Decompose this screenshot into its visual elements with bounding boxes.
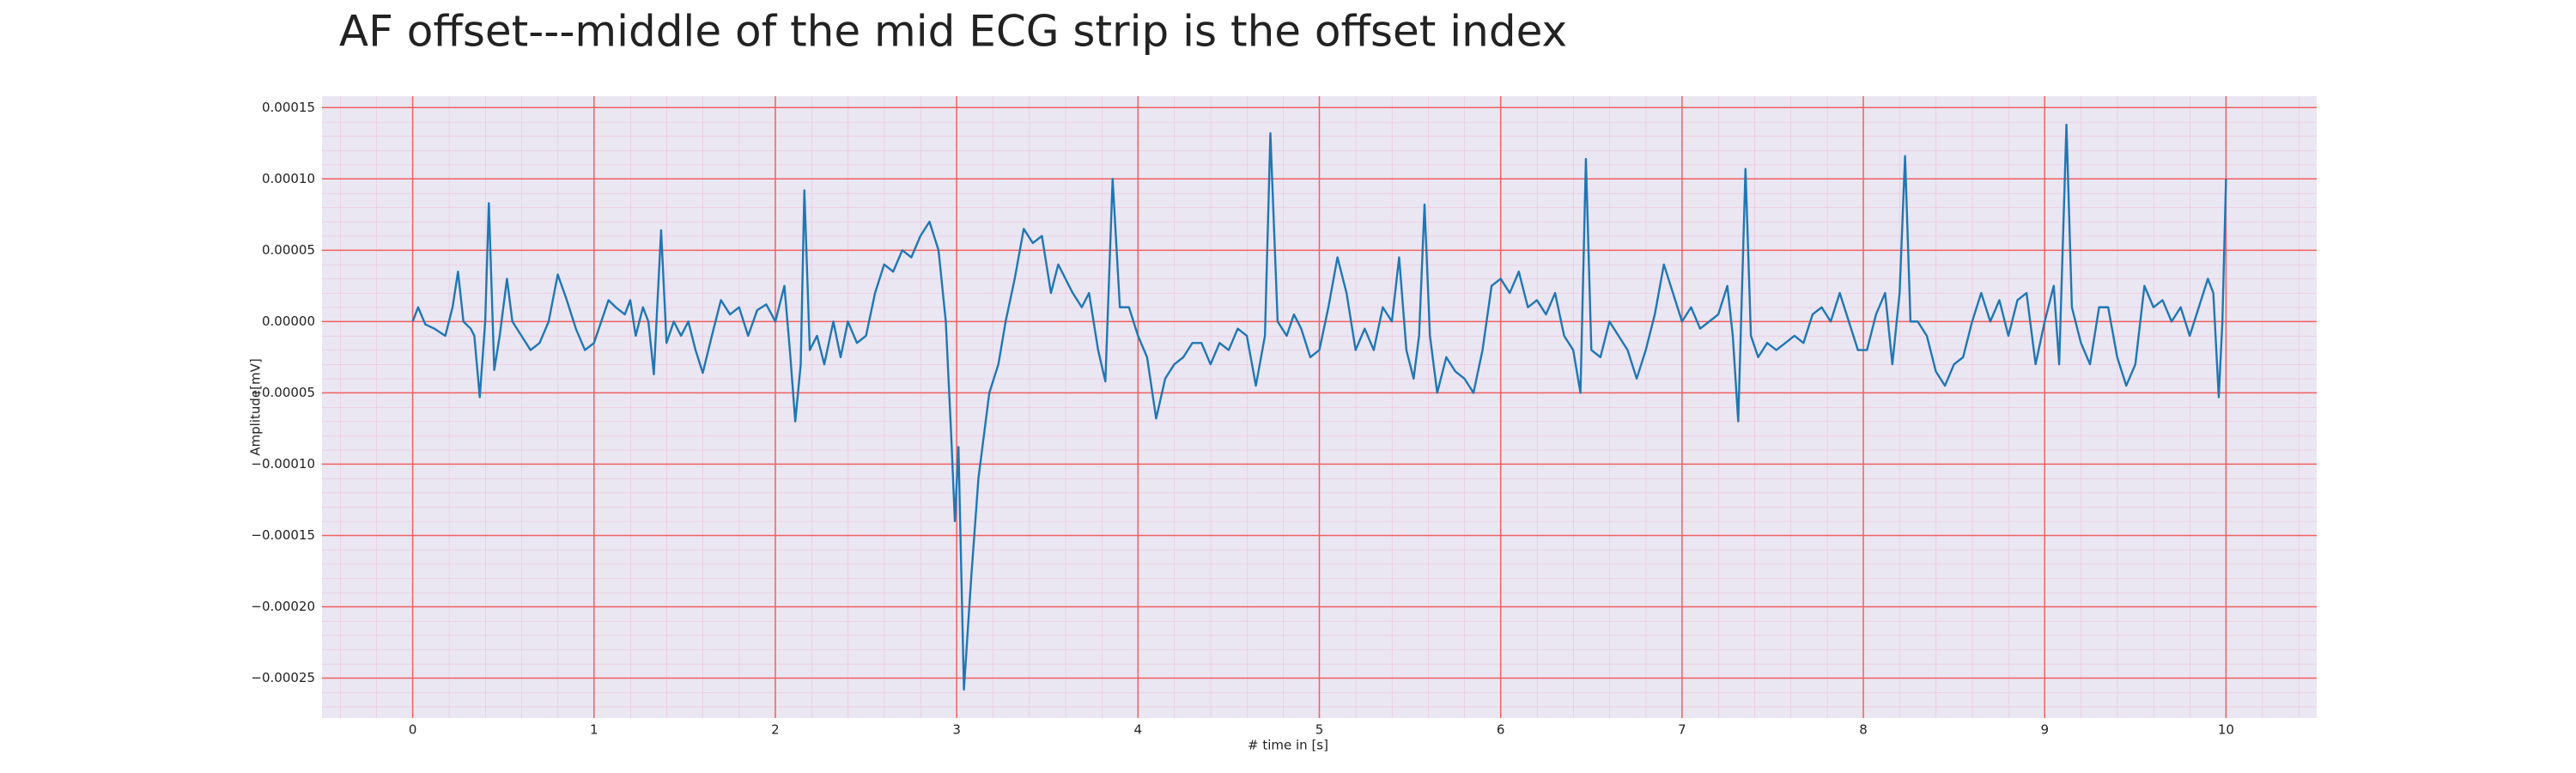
x-tick-label: 3 <box>952 722 961 738</box>
x-tick-label: 2 <box>771 722 780 738</box>
y-tick-label: 0.00000 <box>262 313 315 329</box>
y-tick-label: −0.00025 <box>251 670 315 685</box>
x-tick-label: 0 <box>409 722 417 738</box>
x-tick-label: 10 <box>2218 722 2234 738</box>
y-tick-label: −0.00005 <box>251 385 315 400</box>
ecg-line <box>411 124 2227 691</box>
y-tick-label: −0.00020 <box>251 599 315 614</box>
x-tick-label: 6 <box>1497 722 1505 738</box>
y-tick-label: 0.00015 <box>262 100 315 115</box>
chart-title: AF offset---middle of the mid ECG strip … <box>339 7 1567 57</box>
x-tick-label: 8 <box>1859 722 1868 738</box>
x-tick-label: 1 <box>590 722 598 738</box>
y-tick-label: 0.00010 <box>262 171 315 186</box>
x-tick-label: 4 <box>1134 722 1143 738</box>
y-tick-label: 0.00005 <box>262 242 315 258</box>
y-axis-label: Amplitude[mV] <box>248 358 264 455</box>
x-tick-label: 9 <box>2040 722 2049 738</box>
x-tick-label: 7 <box>1678 722 1686 738</box>
x-axis-label: # time in [s] <box>1248 738 1328 753</box>
y-tick-label: −0.00015 <box>251 527 315 543</box>
x-tick-label: 5 <box>1315 722 1324 738</box>
y-tick-label: −0.00010 <box>251 456 315 472</box>
